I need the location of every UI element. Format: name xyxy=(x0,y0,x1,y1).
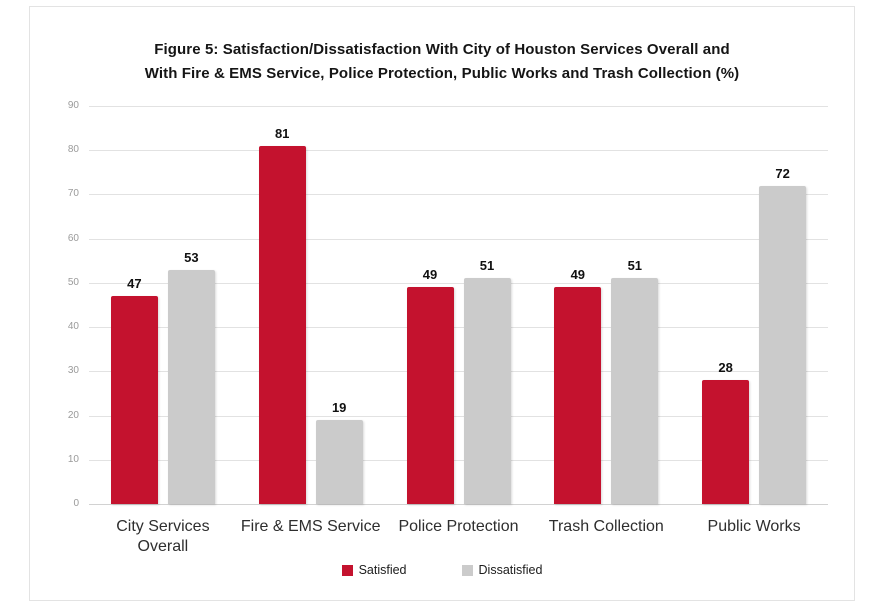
category-label-4: Trash Collection xyxy=(548,518,664,535)
y-axis-tick-50: 50 xyxy=(67,276,79,288)
chart-frame: Figure 5: Satisfaction/Dissatisfaction W… xyxy=(29,6,855,601)
y-axis-tick-90: 90 xyxy=(67,100,79,111)
bar-dissatisfied-5 xyxy=(759,185,807,504)
gridline-50 xyxy=(89,282,828,284)
y-axis-tick-30: 30 xyxy=(67,365,79,377)
gridline-20 xyxy=(89,415,828,417)
y-axis-tick-70: 70 xyxy=(67,188,79,200)
bar-value-label: 47 xyxy=(127,276,142,292)
gridline-0 xyxy=(89,504,828,505)
bar-dissatisfied-1 xyxy=(167,269,215,504)
gridline-60 xyxy=(89,238,828,240)
chart-legend: Satisfied Dissatisfied xyxy=(30,563,854,577)
bar-value-label: 19 xyxy=(331,399,347,415)
bar-value-label: 49 xyxy=(422,267,438,283)
bar-satisfied-3 xyxy=(406,287,454,504)
gridline-30 xyxy=(89,371,828,373)
gridline-10 xyxy=(89,459,828,461)
legend-item-satisfied: Satisfied xyxy=(341,563,407,577)
legend-item-dissatisfied: Dissatisfied xyxy=(461,563,543,577)
plot-area: 0 10 20 30 40 50 60 70 80 90 47 53 City Services Ove… xyxy=(30,7,856,602)
y-axis-tick-20: 20 xyxy=(67,409,79,421)
bar-satisfied-4 xyxy=(554,287,602,504)
gridline-70 xyxy=(89,194,828,196)
bar-satisfied-5 xyxy=(702,380,750,504)
dissatisfied-swatch-icon xyxy=(461,564,473,576)
category-label-5: Public Works xyxy=(707,518,801,535)
bar-value-label: 49 xyxy=(570,267,586,283)
bar-satisfied-1 xyxy=(110,296,158,504)
bar-value-label: 81 xyxy=(274,125,290,141)
y-axis-tick-80: 80 xyxy=(67,144,79,156)
y-axis-tick-60: 60 xyxy=(67,232,79,244)
bar-satisfied-2 xyxy=(258,145,306,504)
bar-dissatisfied-3 xyxy=(463,278,511,504)
bar-value-label: 72 xyxy=(775,165,790,181)
gridline-90 xyxy=(89,106,828,107)
gridline-40 xyxy=(89,327,828,329)
chart-title: Figure 5: Satisfaction/Dissatisfaction W… xyxy=(30,38,854,86)
satisfied-swatch-icon xyxy=(341,564,353,576)
bar-value-label: 51 xyxy=(627,258,643,274)
bar-dissatisfied-2 xyxy=(315,419,363,504)
legend-label-satisfied: Satisfied xyxy=(358,563,407,577)
bar-dissatisfied-4 xyxy=(611,278,659,504)
bar-value-label: 53 xyxy=(184,249,199,265)
bar-value-label: 51 xyxy=(479,258,495,274)
chart-title-line-2: With Fire & EMS Service, Police Protecti… xyxy=(144,65,740,82)
category-label-1: City Services Overall xyxy=(116,518,210,555)
gridline-80 xyxy=(89,150,828,152)
y-axis-tick-40: 40 xyxy=(67,321,79,333)
bar-value-label: 28 xyxy=(718,360,733,376)
category-label-2: Fire & EMS Service xyxy=(240,518,381,535)
y-axis-tick-0: 0 xyxy=(73,498,79,509)
category-label-3: Police Protection xyxy=(398,518,519,535)
legend-label-dissatisfied: Dissatisfied xyxy=(478,563,543,577)
y-axis-tick-10: 10 xyxy=(67,453,79,465)
chart-title-line-1: Figure 5: Satisfaction/Dissatisfaction W… xyxy=(154,41,730,58)
